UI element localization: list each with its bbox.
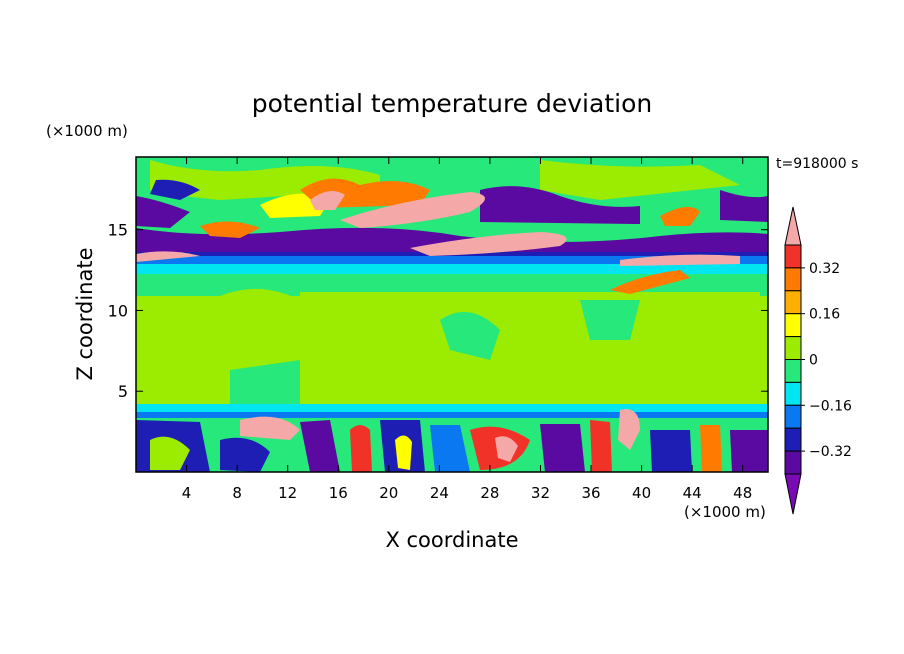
- x-tick-label: 12: [278, 484, 297, 502]
- colorbar-tick-label: 0.16: [809, 307, 840, 323]
- y-tick-label: 15: [108, 221, 128, 240]
- colorbar: 0.32 0.16 0 −0.16 −0.32: [784, 206, 852, 515]
- x-tick-label: 44: [683, 484, 702, 502]
- colorbar-segment: [784, 313, 802, 338]
- y-tick-label: 10: [108, 301, 128, 320]
- colorbar-bottom-arrow: [784, 473, 802, 515]
- colorbar-segment: [784, 244, 802, 269]
- x-tick-label: 40: [632, 484, 651, 502]
- y-axis-label: Z coordinate: [73, 247, 97, 380]
- colorbar-tick-label: 0.32: [809, 261, 840, 277]
- x-tick-label: 4: [182, 484, 192, 502]
- x-tick-label: 32: [531, 484, 550, 502]
- colorbar-segment: [784, 290, 802, 315]
- colorbar-segment: [784, 404, 802, 429]
- chart-title: potential temperature deviation: [252, 89, 652, 118]
- x-tick-label: 36: [581, 484, 600, 502]
- colorbar-segment: [784, 381, 802, 406]
- colorbar-tick-label: −0.32: [809, 444, 852, 460]
- colorbar-tick-label: 0: [809, 353, 818, 369]
- colorbar-top-arrow: [784, 206, 802, 246]
- x-tick-label: 8: [232, 484, 242, 502]
- x-unit-label: (×1000 m): [684, 503, 766, 521]
- y-ticks: 5 10 15: [108, 221, 768, 401]
- contour-field: [136, 157, 768, 472]
- colorbar-segment: [784, 427, 802, 452]
- y-unit-label: (×1000 m): [46, 122, 128, 140]
- colorbar-segment: [784, 359, 802, 383]
- plot-frame: [135, 156, 769, 473]
- x-tick-label: 20: [379, 484, 398, 502]
- y-tick-label: 5: [118, 382, 128, 401]
- x-tick-label: 28: [480, 484, 499, 502]
- colorbar-tick-label: −0.16: [809, 398, 852, 414]
- x-ticks: 4 8 12 16 20 24 28 32 36 40 44 48: [182, 157, 752, 502]
- colorbar-segment: [784, 267, 802, 292]
- colorbar-segment: [784, 336, 802, 361]
- x-tick-label: 48: [733, 484, 752, 502]
- colorbar-segment: [784, 450, 802, 475]
- x-tick-label: 16: [329, 484, 348, 502]
- x-axis-label: X coordinate: [385, 528, 518, 552]
- x-tick-label: 24: [430, 484, 449, 502]
- time-label: t=918000 s: [776, 156, 858, 172]
